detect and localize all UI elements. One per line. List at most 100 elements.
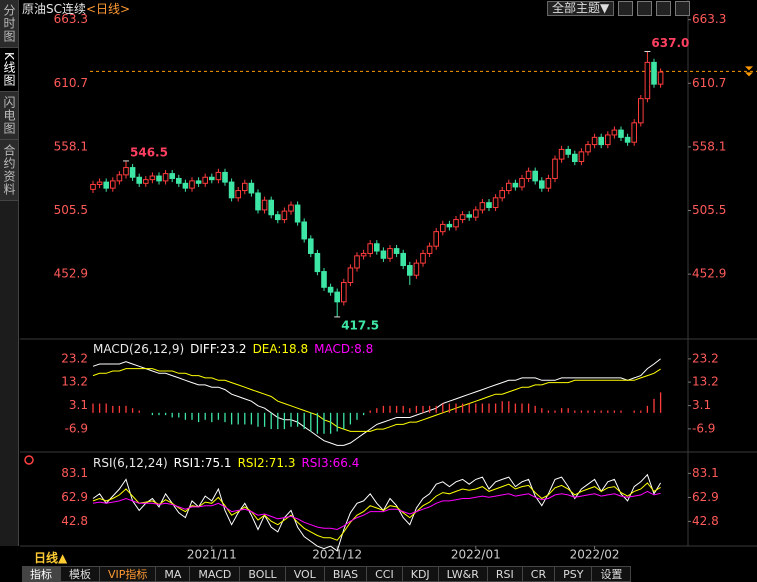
legend-entry: RSI3:66.4 [301, 456, 359, 470]
annotation: 417.5 [341, 318, 379, 332]
candle-body [651, 61, 657, 85]
indicator-tab[interactable]: PSY [555, 566, 593, 582]
sidebar-tab[interactable]: K线图 [0, 48, 18, 92]
candle-body [235, 190, 241, 199]
indicator-tab[interactable]: LW&R [438, 566, 488, 582]
candle-body [407, 265, 413, 276]
candle-body [565, 148, 572, 155]
indicator-tab[interactable]: VOL [285, 566, 325, 582]
indicator-tab[interactable]: CR [522, 566, 556, 582]
subtitle: <日线> [86, 2, 130, 16]
candle-body [347, 267, 354, 283]
candle-body [426, 245, 433, 254]
series-line [92, 358, 661, 446]
candle-body [374, 243, 380, 252]
icon-button[interactable] [675, 1, 691, 16]
candle-body [618, 129, 624, 138]
candle-body [631, 122, 638, 143]
period-selector[interactable]: 日线▲ [34, 551, 68, 565]
candle-body [473, 209, 479, 218]
chart-title: 原油SC连续<日线> [22, 1, 130, 16]
candle-body [222, 171, 228, 183]
legend: RSI(6,12,24) RSI1:75.1 RSI2:71.3 RSI3:66.4 [93, 456, 359, 470]
indicator-tab[interactable]: 模板 [61, 566, 100, 582]
candle-body [202, 176, 208, 184]
theme-button[interactable]: 全部主题▼ [547, 1, 615, 16]
indicator-tab[interactable]: BOLL [240, 566, 286, 582]
y-tick-label: 42.8 [61, 514, 88, 528]
chart-area: 663.3 663.3 610.7 610.7 558.1 558.1 505.5 505.5… [20, 0, 757, 562]
candle-body [195, 180, 202, 184]
indicator-tab[interactable]: VIP指标 [100, 566, 157, 582]
indicator-tab[interactable]: KDJ [402, 566, 439, 582]
candle-body [525, 170, 532, 179]
indicator-tab[interactable]: CCI [367, 566, 403, 582]
y-tick-label: 505.5 [54, 203, 88, 217]
y-tick-label: 62.9 [692, 490, 719, 504]
candle-body [413, 262, 420, 276]
y-tick-label: -6.9 [65, 421, 88, 435]
legend: MACD(26,12,9) DIFF:23.2 DEA:18.8 MACD:8.8 [93, 342, 373, 356]
indicator-tab[interactable]: BIAS [324, 566, 368, 582]
indicator-tab[interactable]: RSI [487, 566, 523, 582]
candle-body [215, 171, 222, 181]
price-marker [745, 66, 753, 77]
candle-body [156, 175, 162, 182]
candle-body [255, 192, 261, 211]
sidebar-tab[interactable]: 闪电图 [0, 91, 18, 140]
candle-body [598, 136, 605, 146]
icon-button[interactable] [637, 1, 653, 16]
series-line [92, 482, 661, 541]
indicator-tab[interactable]: MA [156, 566, 191, 582]
candle-body [479, 202, 486, 211]
candle-body [143, 179, 149, 184]
candle-body [288, 204, 294, 212]
panel-title: RSI(6,12,24) [93, 456, 168, 470]
candle-body [275, 214, 281, 221]
candle-body [506, 182, 512, 192]
indicator-tabs: 指标 模板 VIP指标 MA MACD BOLL VOL BIAS CCI KDJ LW&R RSI C… [22, 566, 632, 582]
candle-body [301, 221, 307, 240]
y-tick-label: 452.9 [54, 267, 88, 281]
sidebar-tab[interactable]: 分时图 [0, 0, 18, 48]
candle-body [169, 173, 175, 179]
y-tick-label: 3.1 [692, 398, 711, 412]
toolbar: 全部主题▼ [547, 1, 691, 16]
candle-body [90, 184, 96, 190]
indicator-tab[interactable]: 设置 [592, 566, 632, 582]
sidebar-tab[interactable]: 合约资料 [0, 139, 18, 201]
series-line [92, 490, 661, 531]
candle-body [129, 167, 136, 178]
indicator-tab[interactable]: 指标 [22, 566, 61, 582]
icon-button[interactable] [656, 1, 672, 16]
candle-body [96, 181, 103, 186]
candle-body [539, 180, 545, 189]
icon-button[interactable] [618, 1, 634, 16]
y-tick-label: 610.7 [54, 76, 88, 90]
candle-body [605, 134, 611, 146]
y-tick-label: 3.1 [69, 398, 88, 412]
candle-body [387, 248, 393, 259]
candle-body [182, 182, 189, 189]
y-tick-label: 452.9 [692, 267, 726, 281]
y-tick-label: 23.2 [692, 351, 719, 365]
x-tick-label: 2021/11 [187, 548, 237, 562]
y-tick-label: 23.2 [61, 351, 88, 365]
candle-body [433, 231, 439, 247]
candle-body [268, 199, 274, 216]
y-tick-label: 13.2 [61, 375, 88, 389]
y-tick-label: 83.1 [61, 466, 88, 480]
candle-body [327, 286, 334, 293]
candle-body [532, 170, 539, 182]
x-tick-label: 2021/12 [312, 548, 362, 562]
y-tick-label: 663.3 [54, 12, 88, 26]
y-tick-label: 558.1 [54, 139, 88, 153]
candle-body [486, 202, 492, 208]
candle-body [149, 175, 156, 181]
legend-entry: DEA:18.8 [253, 342, 309, 356]
candle-body [294, 204, 301, 223]
indicator-tab[interactable]: MACD [190, 566, 241, 582]
y-tick-label: 505.5 [692, 203, 726, 217]
y-tick-label: 13.2 [692, 375, 719, 389]
